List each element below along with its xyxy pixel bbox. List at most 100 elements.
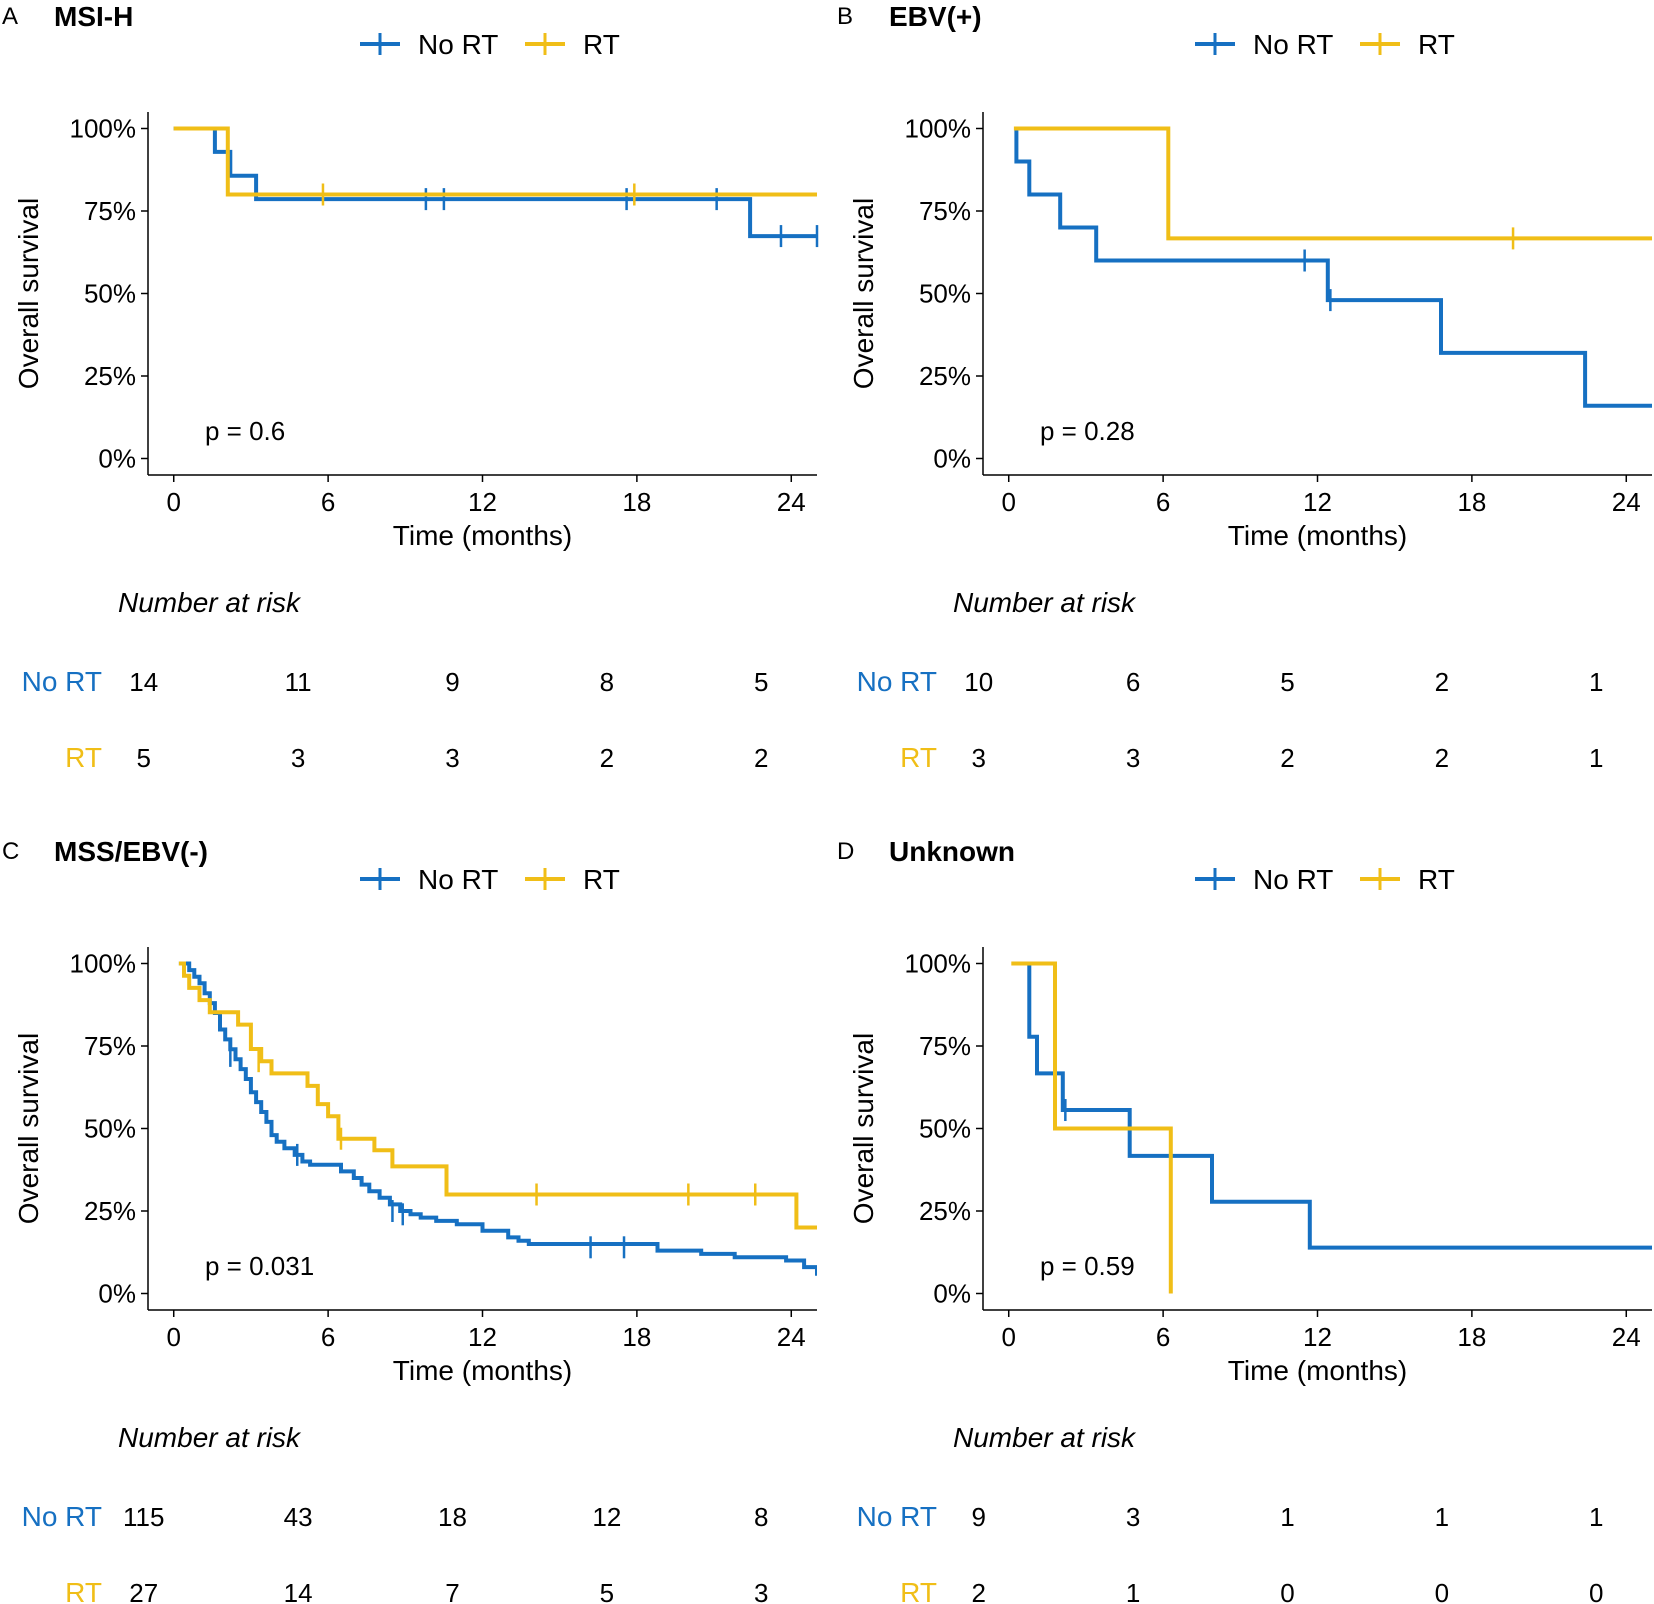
panel-a-risk-count-no-rt: 5 xyxy=(754,667,768,697)
panel-c-y-tick-label: 50% xyxy=(84,1114,136,1144)
panel-b-letter: B xyxy=(837,3,853,30)
panel-c-risk-table: Number at risk No RT 115 43 18 12 8 RT 27 14 7 5 3 xyxy=(22,1422,769,1604)
panel-a-x-tick-label: 0 xyxy=(166,487,180,517)
panel-c-risk-count-no-rt: 8 xyxy=(754,1502,768,1532)
panel-b-p-value: p = 0.28 xyxy=(1040,416,1135,446)
panel-c-legend: No RT RT xyxy=(360,864,620,895)
panel-b-y-tick-label: 75% xyxy=(919,196,971,226)
panel-a-legend: No RT RT xyxy=(360,29,620,60)
panel-a-risk-table: Number at risk No RT 14 11 9 8 5 RT 5 3 3 2 2 xyxy=(22,587,769,773)
panel-c-legend-label-no-rt: No RT xyxy=(418,864,498,895)
panel-d-p-value: p = 0.59 xyxy=(1040,1251,1135,1281)
panel-d-risk-count-no-rt: 1 xyxy=(1589,1502,1603,1532)
panel-d-risk-count-no-rt: 1 xyxy=(1435,1502,1449,1532)
panel-c-curve-no-rt xyxy=(178,961,817,1276)
panel-b-risk-count-rt: 3 xyxy=(971,743,985,773)
panel-c-risk-count-rt: 7 xyxy=(445,1578,459,1604)
panel-a-y-axis-title: Overall survival xyxy=(13,198,44,389)
panel-a-x-tick-label: 6 xyxy=(321,487,335,517)
panel-a-risk-count-rt: 2 xyxy=(600,743,614,773)
panel-d-risk-count-rt: 0 xyxy=(1589,1578,1603,1604)
panel-c-x-tick-label: 6 xyxy=(321,1322,335,1352)
panel-c-curve-rt xyxy=(178,961,817,1230)
panel-d-risk-title: Number at risk xyxy=(953,1422,1137,1453)
panel-d-x-tick-label: 18 xyxy=(1457,1322,1486,1352)
panel-d-legend-label-rt: RT xyxy=(1418,864,1455,895)
panel-c-x-tick-label: 18 xyxy=(622,1322,651,1352)
panel-a-y-tick-label: 25% xyxy=(84,361,136,391)
panel-b-risk-title: Number at risk xyxy=(953,587,1137,618)
panel-b-risk-count-rt: 1 xyxy=(1589,743,1603,773)
panel-a-y-tick-label: 100% xyxy=(70,114,137,144)
panel-a-x-tick-label: 12 xyxy=(468,487,497,517)
panel-c-y-tick-label: 100% xyxy=(70,949,137,979)
panel-c-risk-count-rt: 5 xyxy=(600,1578,614,1604)
panel-a-risk-count-rt: 2 xyxy=(754,743,768,773)
panel-c-title: MSS/EBV(-) xyxy=(54,836,208,867)
panel-a-risk-count-rt: 3 xyxy=(445,743,459,773)
panel-a-risk-title: Number at risk xyxy=(118,587,302,618)
panel-d-x-tick-label: 24 xyxy=(1612,1322,1641,1352)
panel-a-p-value: p = 0.6 xyxy=(205,416,285,446)
panel-a-legend-label-rt: RT xyxy=(583,29,620,60)
panel-c-y-tick-label: 0% xyxy=(98,1279,136,1309)
panel-c: C MSS/EBV(-) No RT RT 0% 25% 50% 75% 100% 0 6 12 18 2… xyxy=(2,836,817,1604)
panel-a-risk-count-rt: 5 xyxy=(136,743,150,773)
panel-a-legend-label-no-rt: No RT xyxy=(418,29,498,60)
panel-d-risk-count-rt: 1 xyxy=(1126,1578,1140,1604)
panel-c-p-value: p = 0.031 xyxy=(205,1251,314,1281)
panel-c-risk-count-no-rt: 18 xyxy=(438,1502,467,1532)
panel-d-risk-count-rt: 0 xyxy=(1280,1578,1294,1604)
panel-d-y-tick-label: 100% xyxy=(905,949,972,979)
panel-b-risk-label-rt: RT xyxy=(900,742,937,773)
panel-a-letter: A xyxy=(2,3,18,30)
panel-b-risk-count-no-rt: 6 xyxy=(1126,667,1140,697)
panel-b-risk-label-no-rt: No RT xyxy=(857,666,937,697)
panel-d-x-tick-label: 6 xyxy=(1156,1322,1170,1352)
panel-d-risk-count-rt: 2 xyxy=(971,1578,985,1604)
panel-b-y-tick-label: 100% xyxy=(905,114,972,144)
panel-c-risk-count-no-rt: 43 xyxy=(284,1502,313,1532)
panel-c-x-tick-label: 12 xyxy=(468,1322,497,1352)
panel-d-curve-rt xyxy=(1011,961,1173,1294)
panel-a-title: MSI-H xyxy=(54,1,133,32)
panel-c-risk-count-no-rt: 115 xyxy=(123,1502,164,1532)
panel-d-legend: No RT RT xyxy=(1195,864,1455,895)
panel-a-x-axis-title: Time (months) xyxy=(393,520,572,551)
panel-b-legend-label-rt: RT xyxy=(1418,29,1455,60)
panel-b-x-tick-label: 6 xyxy=(1156,487,1170,517)
panel-c-risk-count-rt: 14 xyxy=(284,1578,313,1604)
panel-b-risk-count-rt: 2 xyxy=(1435,743,1449,773)
panel-b-title: EBV(+) xyxy=(889,1,982,32)
panel-d-risk-table: Number at risk No RT 9 3 1 1 1 RT 2 1 0 0 0 xyxy=(857,1422,1604,1604)
panel-a-risk-label-rt: RT xyxy=(65,742,102,773)
panel-a-curve-no-rt xyxy=(173,126,817,239)
panel-d-y-tick-label: 75% xyxy=(919,1031,971,1061)
panel-b-legend-label-no-rt: No RT xyxy=(1253,29,1333,60)
panel-c-letter: C xyxy=(2,838,19,865)
panel-d-risk-count-rt: 0 xyxy=(1435,1578,1449,1604)
panel-b-risk-count-no-rt: 10 xyxy=(964,667,993,697)
panel-b-risk-count-no-rt: 1 xyxy=(1589,667,1603,697)
panel-b-risk-count-no-rt: 5 xyxy=(1280,667,1294,697)
panel-d-x-tick-label: 0 xyxy=(1001,1322,1015,1352)
panel-a-x-tick-label: 24 xyxy=(777,487,806,517)
panel-d-curve-no-rt xyxy=(1027,963,1652,1250)
panel-b-risk-count-rt: 3 xyxy=(1126,743,1140,773)
panel-d-risk-label-no-rt: No RT xyxy=(857,1501,937,1532)
panel-b-y-tick-label: 0% xyxy=(933,444,971,474)
panel-a: A MSI-H No RT RT 0% 25% 50% 75% 100% 0 6 12 18 24 Time… xyxy=(2,1,819,773)
panel-c-risk-count-rt: 27 xyxy=(129,1578,158,1604)
panel-a-risk-count-no-rt: 8 xyxy=(600,667,614,697)
panel-b-x-axis-title: Time (months) xyxy=(1228,520,1407,551)
panel-d-letter: D xyxy=(837,838,854,865)
panel-a-risk-count-no-rt: 14 xyxy=(129,667,158,697)
panel-d-y-tick-label: 25% xyxy=(919,1196,971,1226)
panel-b-y-tick-label: 50% xyxy=(919,279,971,309)
panel-a-risk-count-rt: 3 xyxy=(291,743,305,773)
panel-c-risk-label-rt: RT xyxy=(65,1577,102,1604)
panel-c-x-tick-label: 0 xyxy=(166,1322,180,1352)
panel-c-y-axis-title: Overall survival xyxy=(13,1033,44,1224)
panel-b-x-tick-label: 18 xyxy=(1457,487,1486,517)
